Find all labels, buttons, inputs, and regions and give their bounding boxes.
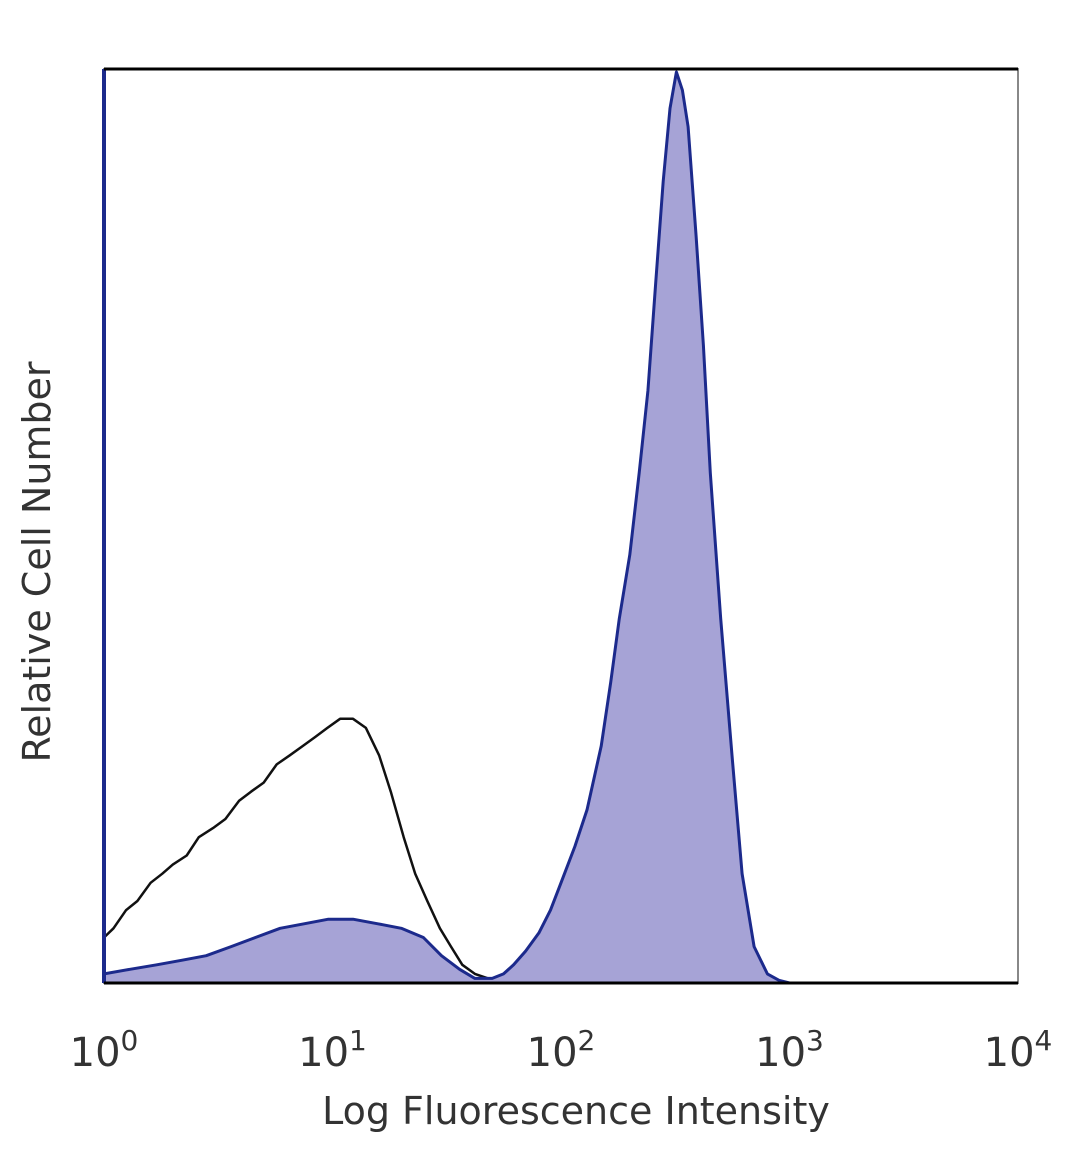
x-tick-label-3: 103 — [755, 1024, 824, 1076]
x-tick-label-2: 102 — [527, 1024, 596, 1076]
x-tick-label-0: 100 — [70, 1024, 139, 1076]
series-1-fill — [104, 72, 1018, 983]
x-axis-title: Log Fluorescence Intensity — [322, 1089, 830, 1133]
x-tick-labels: 100 101 102 103 104 — [70, 1024, 1053, 1076]
x-tick-label-1: 101 — [298, 1024, 367, 1076]
series-layer — [102, 69, 1018, 985]
series-0-line — [103, 717, 503, 985]
series-1-line — [103, 70, 1018, 985]
x-tick-label-4: 104 — [984, 1024, 1053, 1076]
y-axis-title: Relative Cell Number — [15, 361, 59, 762]
plot-frame — [103, 68, 1019, 984]
